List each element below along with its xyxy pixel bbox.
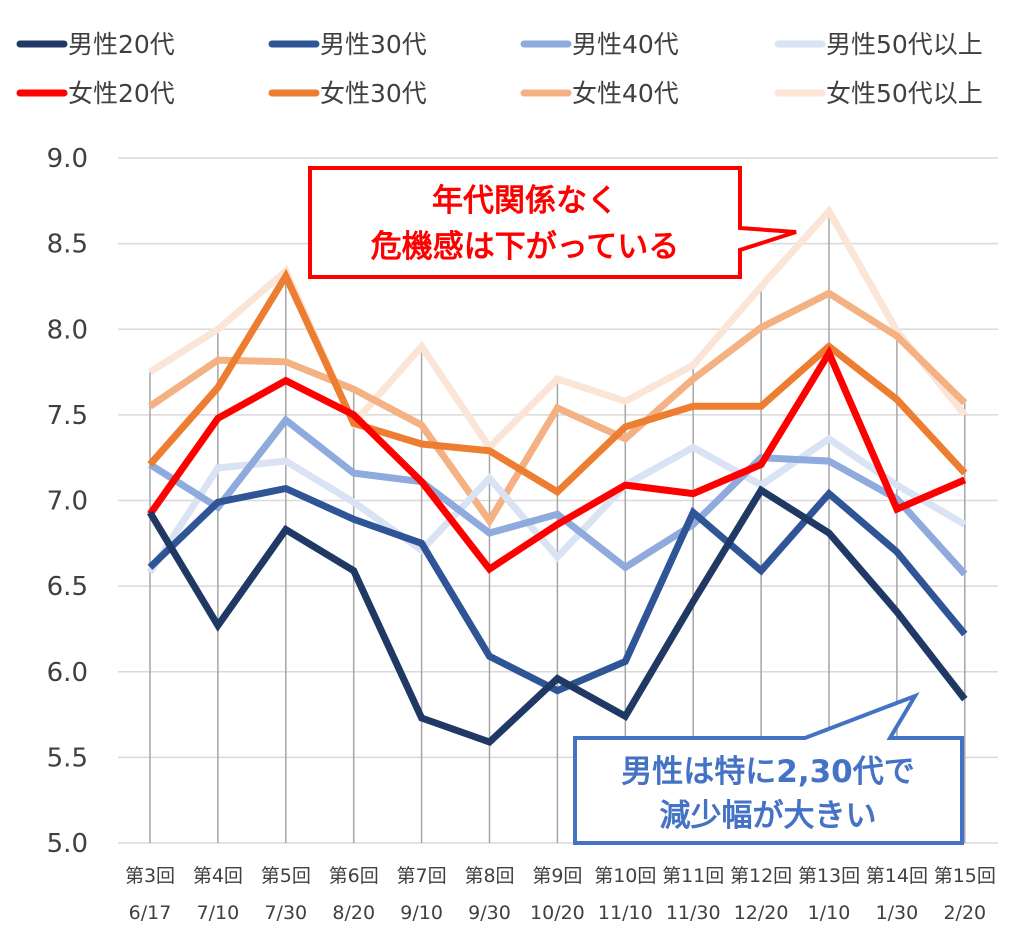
x-tick-label-date: 6/17 <box>129 902 172 924</box>
legend-label: 女性40代 <box>572 79 679 108</box>
x-tick-label-date: 1/10 <box>808 902 851 924</box>
x-tick-label-date: 11/10 <box>598 902 653 924</box>
y-tick-label: 6.5 <box>47 572 88 602</box>
legend-label: 女性50代以上 <box>826 79 983 108</box>
series-line-0 <box>146 485 968 747</box>
x-tick-label-round: 第10回 <box>594 865 656 887</box>
legend-label: 男性50代以上 <box>826 30 983 59</box>
x-tick-label-date: 7/10 <box>197 902 240 924</box>
legend-label: 女性20代 <box>68 79 175 108</box>
series-line-3 <box>147 434 967 575</box>
x-tick-label-round: 第15回 <box>934 865 996 887</box>
y-tick-label: 5.0 <box>47 829 88 859</box>
y-tick-label: 5.5 <box>47 743 88 773</box>
y-tick-label: 9.0 <box>47 144 88 174</box>
y-tick-label: 8.0 <box>47 315 88 345</box>
x-tick-label-round: 第5回 <box>261 865 311 887</box>
series-line-4 <box>147 345 967 574</box>
callout-blue: 男性は特に2,30代で 減少幅が大きい <box>573 692 964 845</box>
series-line-6 <box>148 289 968 528</box>
callout-blue-line-1: 男性は特に2,30代で <box>621 754 915 790</box>
x-tick-label-round: 第3回 <box>125 865 175 887</box>
x-tick-label-round: 第8回 <box>464 865 514 887</box>
x-tick-label-date: 9/10 <box>400 902 443 924</box>
y-tick-label: 7.0 <box>47 487 88 517</box>
y-tick-label: 8.5 <box>47 230 88 260</box>
x-tick-label-round: 第9回 <box>532 865 582 887</box>
x-tick-label-round: 第6回 <box>329 865 379 887</box>
callout-red-line-2: 危機感は下がっている <box>371 229 679 265</box>
x-tick-label-date: 9/30 <box>468 902 511 924</box>
callout-red: 年代関係なく 危機感は下がっている <box>308 166 797 279</box>
series-line-2 <box>148 415 968 577</box>
y-tick-label: 7.5 <box>47 401 88 431</box>
series-lines <box>146 205 968 747</box>
callout-blue-line-2: 減少幅が大きい <box>660 798 877 834</box>
x-tick-label-round: 第7回 <box>397 865 447 887</box>
x-axis: 第3回 6/17 第4回 7/10 第5回 7/30 第6回 8/20 第7回 9/10 第8回 9/… <box>125 865 996 924</box>
x-tick-label-date: 7/30 <box>264 902 307 924</box>
x-tick-label-date: 8/20 <box>332 902 375 924</box>
x-tick-label-date: 10/20 <box>530 902 585 924</box>
x-tick-label-date: 12/20 <box>734 902 789 924</box>
series-line-1 <box>147 484 968 695</box>
x-tick-label-round: 第11回 <box>662 865 724 887</box>
x-tick-label-round: 第12回 <box>730 865 792 887</box>
x-tick-label-date: 11/30 <box>666 902 721 924</box>
y-axis: 5.0 5.5 6.0 6.5 7.0 7.5 8.0 8.5 9.0 <box>47 144 88 859</box>
series-line-5 <box>147 268 968 497</box>
legend-label: 男性30代 <box>320 30 427 59</box>
callout-red-line-1: 年代関係なく <box>432 183 618 219</box>
y-tick-label: 6.0 <box>47 658 88 688</box>
legend-label: 女性30代 <box>320 79 427 108</box>
legend-label: 男性40代 <box>572 30 679 59</box>
x-tick-label-round: 第13回 <box>798 865 860 887</box>
x-tick-label-date: 1/30 <box>876 902 919 924</box>
x-tick-label-round: 第4回 <box>193 865 243 887</box>
x-tick-label-date: 2/20 <box>943 902 986 924</box>
legend-label: 男性20代 <box>68 30 175 59</box>
x-tick-label-round: 第14回 <box>866 865 928 887</box>
